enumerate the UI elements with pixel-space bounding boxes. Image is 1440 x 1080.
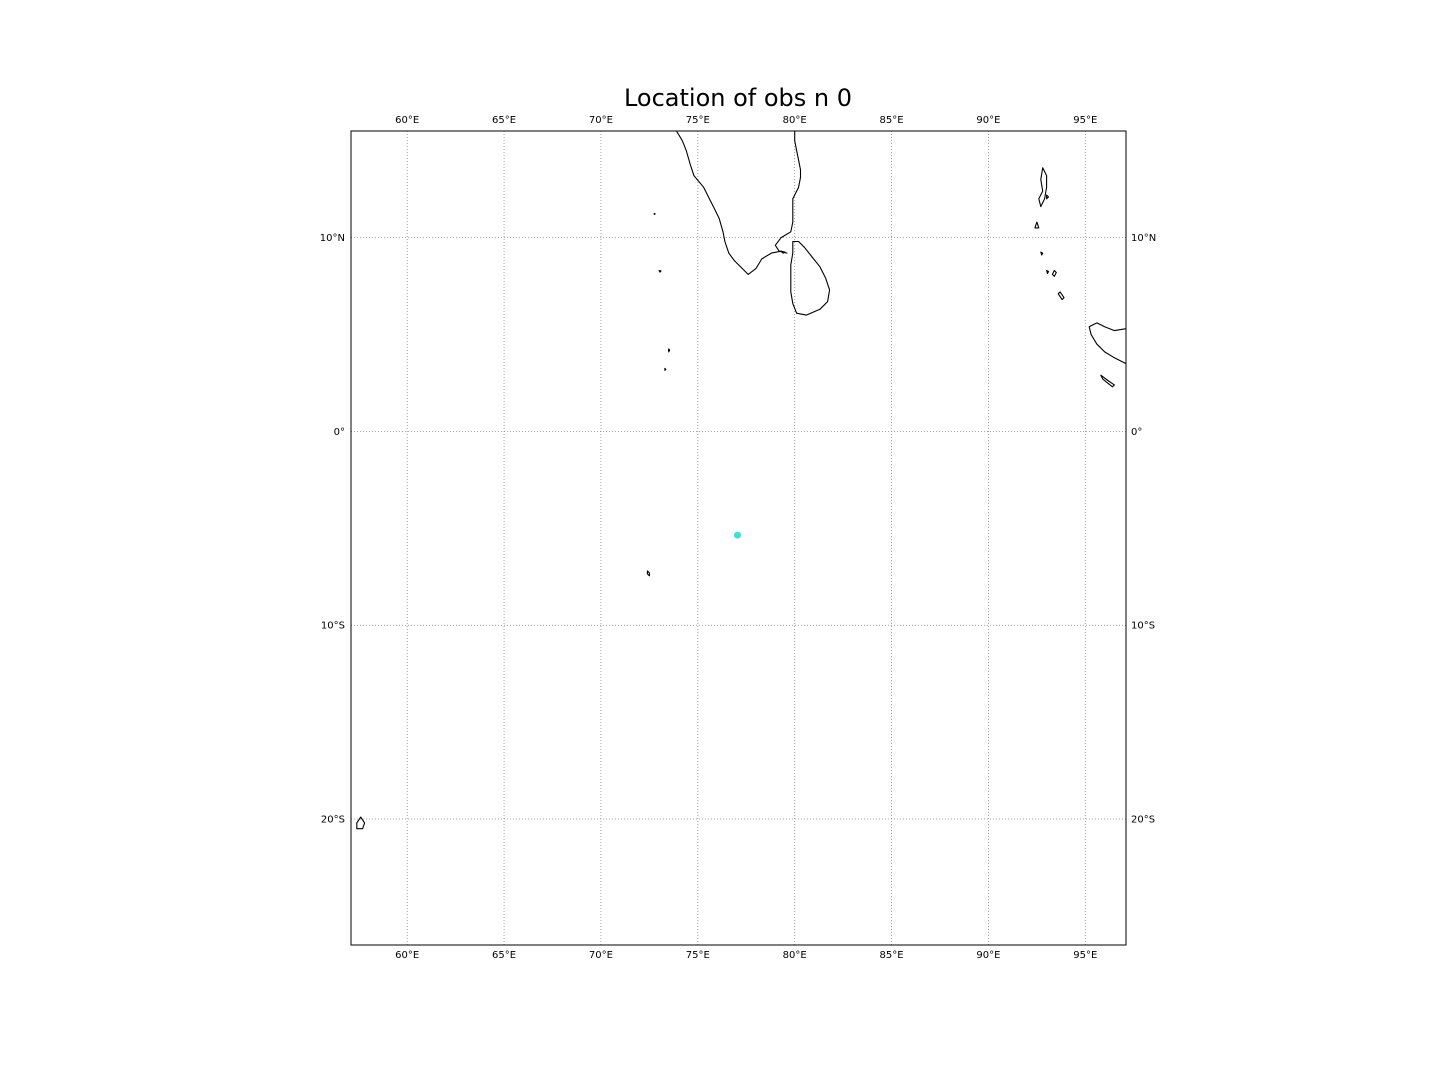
coastline-nicobar-mid-1	[1046, 269, 1050, 275]
coastline-ritchie	[1046, 194, 1050, 200]
lon-tick-label-bottom: 80°E	[783, 950, 807, 961]
lat-tick-label-right: 20°S	[1131, 815, 1155, 826]
lon-tick-label-bottom: 60°E	[395, 950, 419, 961]
lat-tick-label-right: 0°	[1131, 427, 1142, 438]
coastline-india-south	[676, 130, 802, 275]
axis-tick-labels: 60°E 60°E 65°E 65°E 70°E 70°E 75°E 75°E 80°E 80°E…	[320, 115, 1156, 961]
coastline-nicobar-mid-2	[1051, 269, 1057, 277]
coastline-lakshadweep-1	[653, 212, 656, 215]
observation-point	[734, 531, 742, 539]
lon-tick-label-top: 60°E	[395, 115, 419, 126]
lon-tick-label-bottom: 75°E	[686, 950, 710, 961]
lon-tick-label-top: 65°E	[492, 115, 516, 126]
coastline-rameswaram	[780, 250, 786, 254]
lon-tick-label-bottom: 70°E	[589, 950, 613, 961]
coastline-sumatra	[1088, 322, 1127, 365]
map-frame	[350, 130, 1127, 946]
coastline-maldives-1	[667, 348, 671, 353]
lat-tick-label-left: 0°	[334, 427, 345, 438]
lon-tick-label-top: 70°E	[589, 115, 613, 126]
lon-tick-label-bottom: 90°E	[976, 950, 1000, 961]
lon-tick-label-bottom: 65°E	[492, 950, 516, 961]
coastline-sri-lanka	[790, 240, 831, 316]
observation-points	[734, 531, 742, 539]
lat-tick-label-right: 10°N	[1131, 233, 1156, 244]
coastlines	[356, 130, 1127, 830]
coastline-great-nicobar	[1057, 291, 1065, 301]
gridlines	[351, 131, 1126, 945]
lon-tick-label-bottom: 85°E	[880, 950, 904, 961]
lat-tick-label-left: 10°S	[321, 621, 345, 632]
coastline-andaman	[1038, 167, 1048, 208]
map-title: Location of obs n 0	[623, 84, 853, 112]
lat-tick-label-left: 20°S	[321, 815, 345, 826]
coastline-little-andaman	[1034, 221, 1040, 229]
lon-tick-label-top: 95°E	[1073, 115, 1097, 126]
lat-tick-label-right: 10°S	[1131, 621, 1155, 632]
lon-tick-label-top: 85°E	[880, 115, 904, 126]
coastline-diego-garcia	[646, 570, 650, 577]
coastline-simeulue	[1100, 374, 1115, 388]
lat-tick-label-left: 10°N	[320, 233, 345, 244]
lon-tick-label-top: 90°E	[976, 115, 1000, 126]
lon-tick-label-top: 80°E	[783, 115, 807, 126]
coastline-maldives-2	[664, 367, 667, 371]
lon-tick-label-bottom: 95°E	[1073, 950, 1097, 961]
coastline-mauritius	[356, 816, 366, 830]
coastline-lakshadweep-2	[658, 269, 662, 273]
coastline-car-nicobar	[1040, 251, 1044, 256]
lon-tick-label-top: 75°E	[686, 115, 710, 126]
